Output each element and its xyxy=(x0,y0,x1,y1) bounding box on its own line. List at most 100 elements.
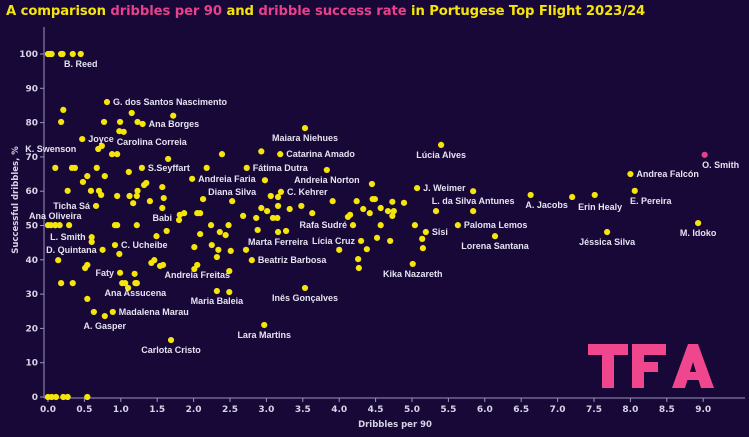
data-point xyxy=(226,268,233,275)
data-point xyxy=(227,247,234,254)
data-point xyxy=(52,164,59,171)
point-label: Lorena Santana xyxy=(461,241,530,251)
data-point-babi xyxy=(159,204,166,212)
data-point xyxy=(151,257,158,264)
data-point-beatriz-barbosa xyxy=(248,257,255,264)
data-point xyxy=(419,235,426,242)
data-point xyxy=(122,280,129,287)
point-label: Andrea Falcón xyxy=(636,169,699,179)
y-tick-label: 100 xyxy=(19,50,38,60)
data-point xyxy=(226,288,233,296)
data-point xyxy=(274,202,282,210)
data-point-kika-nazareth xyxy=(409,260,416,268)
data-point xyxy=(253,214,260,222)
data-point xyxy=(389,212,396,219)
data-point xyxy=(242,246,250,253)
point-label: L. da Silva Antunes xyxy=(432,196,515,206)
data-point-c-ucheibe xyxy=(111,241,119,249)
data-point-a-jacobs xyxy=(527,191,534,199)
data-point xyxy=(377,204,384,212)
x-tick-label: 5.0 xyxy=(404,405,420,415)
data-point-joyce xyxy=(79,135,86,143)
data-point-ana-assucena xyxy=(132,280,139,287)
point-label: Andreia Freitas xyxy=(164,270,230,280)
data-point-o-smith xyxy=(701,151,708,158)
data-point xyxy=(88,238,95,246)
x-tick-label: 8.0 xyxy=(622,405,638,415)
data-point xyxy=(371,195,378,203)
point-label: Ana Assucena xyxy=(105,288,168,298)
data-point xyxy=(282,227,290,235)
point-label: Babi xyxy=(153,213,173,223)
data-point xyxy=(216,228,223,236)
point-label: J. Weimer xyxy=(423,183,466,193)
data-point xyxy=(329,198,336,205)
data-point xyxy=(197,210,204,217)
data-point xyxy=(114,222,121,229)
data-point xyxy=(58,280,65,287)
data-point xyxy=(213,253,220,261)
x-tick-label: 5.5 xyxy=(440,405,456,415)
data-point-m-idoko xyxy=(695,219,702,227)
point-label: C. Kehrer xyxy=(287,187,328,197)
points xyxy=(44,50,708,401)
x-tick-label: 2.0 xyxy=(186,405,202,415)
data-point xyxy=(222,232,229,239)
data-point xyxy=(258,148,265,155)
data-point xyxy=(98,191,105,199)
data-point-catarina-amado xyxy=(277,151,284,158)
data-point-f-tima-dutra xyxy=(243,164,250,171)
point-label: L. Smith xyxy=(50,232,86,242)
data-point xyxy=(286,205,293,213)
title-part-highlight: dribble success rate xyxy=(258,4,407,19)
data-point-l-cia-alves xyxy=(438,141,445,148)
point-label: Maiara Niehues xyxy=(272,133,338,143)
point-label: A. Jacobs xyxy=(525,200,568,210)
data-point-andreia-freitas xyxy=(194,261,201,269)
point-label: M. Idoko xyxy=(680,228,717,238)
point-label: Ticha Sá xyxy=(53,201,91,211)
data-point xyxy=(215,246,222,253)
data-point xyxy=(114,192,121,200)
data-point xyxy=(84,173,91,180)
data-point xyxy=(197,230,204,238)
y-tick-label: 0 xyxy=(32,393,38,403)
data-point xyxy=(90,308,97,316)
point-label: Maria Baleia xyxy=(191,296,245,306)
data-point xyxy=(134,118,141,126)
data-point xyxy=(181,210,188,217)
x-tick-label: 3.5 xyxy=(295,405,311,415)
logo-mark xyxy=(588,344,714,388)
x-tick-label: 0.5 xyxy=(76,405,92,415)
data-point xyxy=(130,200,137,207)
data-point xyxy=(269,214,277,222)
x-tick-label: 6.5 xyxy=(513,405,529,415)
y-tick-label: 70 xyxy=(25,153,38,163)
point-label: Beatriz Barbosa xyxy=(258,255,328,265)
data-point xyxy=(84,261,91,269)
data-point xyxy=(93,164,100,171)
data-point xyxy=(309,210,316,217)
data-point-j-ssica-silva xyxy=(604,228,611,236)
point-label: B. Reed xyxy=(64,59,98,69)
point-label: Madalena Marau xyxy=(119,307,189,317)
data-point xyxy=(48,393,55,401)
y-tick-label: 80 xyxy=(25,119,38,129)
data-point xyxy=(432,207,440,215)
data-point xyxy=(64,187,71,194)
data-point xyxy=(360,205,367,213)
point-label: Faty xyxy=(96,268,115,278)
y-tick-label: 20 xyxy=(25,324,38,334)
point-label: Carlota Cristo xyxy=(141,345,201,355)
data-point xyxy=(52,393,60,401)
data-point xyxy=(165,155,172,163)
data-point xyxy=(56,222,63,229)
data-point-c-kehrer xyxy=(277,188,285,195)
data-point-rafa-sudr- xyxy=(349,222,357,229)
data-point-b-reed xyxy=(77,50,84,58)
point-label: O. Smith xyxy=(702,160,739,170)
y-tick-label: 40 xyxy=(25,256,38,266)
data-point xyxy=(108,151,116,158)
point-label: A. Gasper xyxy=(84,321,127,331)
